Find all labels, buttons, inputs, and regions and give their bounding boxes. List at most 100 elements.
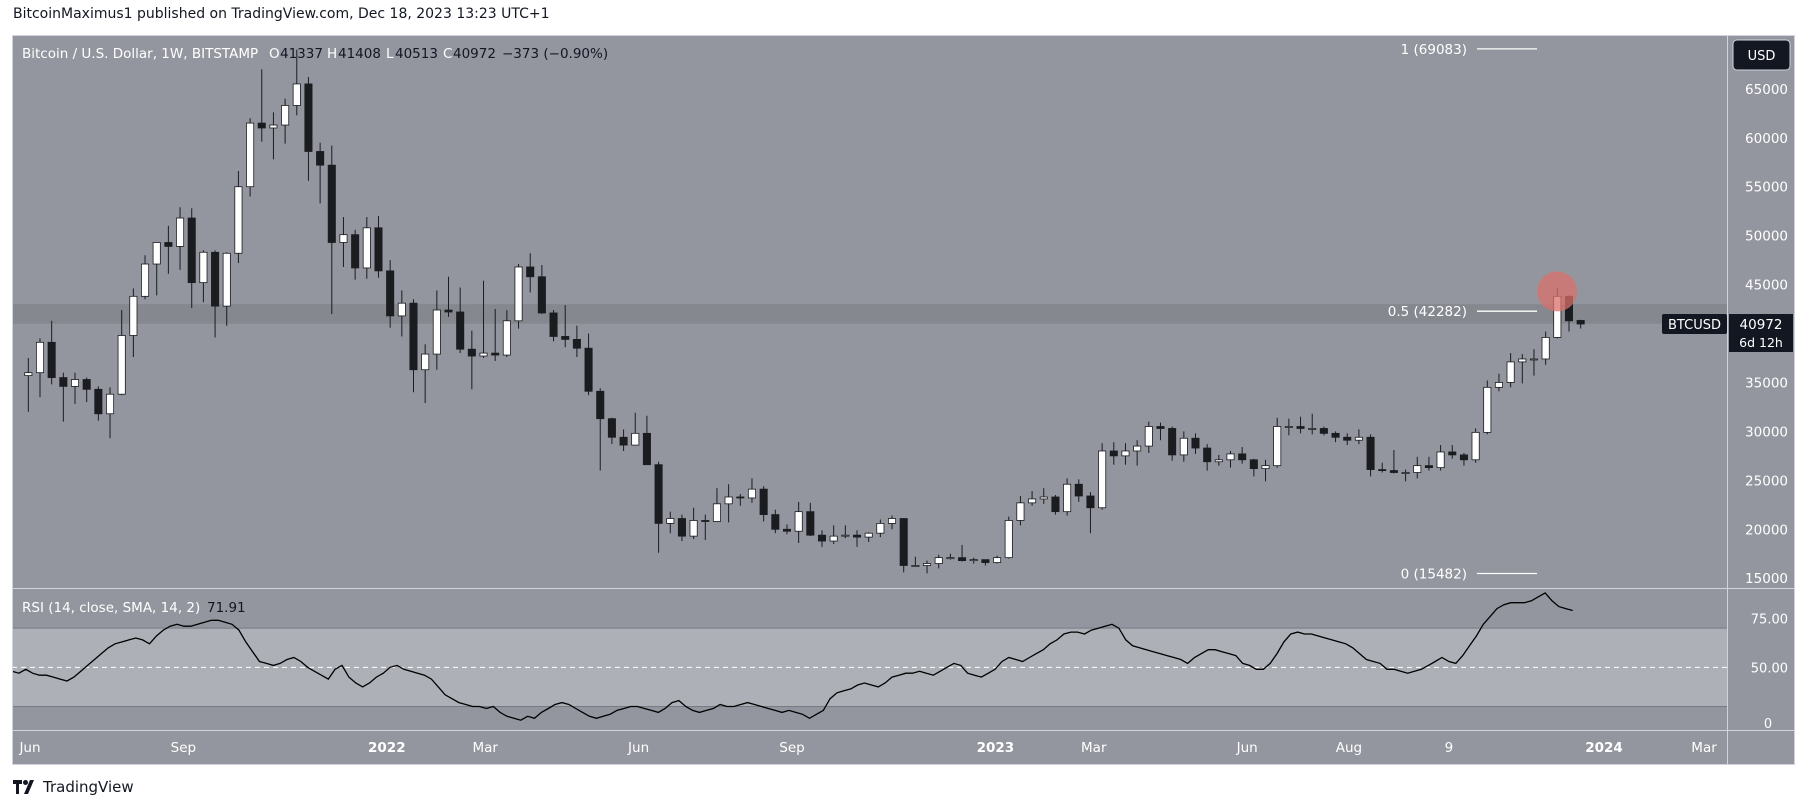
candle: [1249, 458, 1258, 477]
candle: [829, 525, 838, 544]
candle: [1226, 450, 1235, 468]
candles: [24, 49, 1585, 574]
candle: [946, 553, 955, 560]
candle: [852, 530, 862, 547]
candle: [257, 69, 266, 142]
brand-label: TradingView: [43, 778, 134, 796]
candle: [1343, 433, 1352, 446]
candle: [1098, 443, 1107, 510]
x-axis-label: Jun: [627, 740, 649, 756]
currency-button[interactable]: USD: [1732, 39, 1791, 71]
candle: [47, 320, 56, 385]
candle: [1494, 373, 1503, 392]
candle: [59, 372, 68, 422]
candle: [456, 287, 465, 354]
candle: [689, 507, 698, 540]
price-tag-value: 40972: [1740, 317, 1783, 333]
candle: [1459, 452, 1468, 466]
resistance-zone: [12, 304, 1727, 324]
candle: [782, 524, 792, 535]
x-axis-label: Mar: [472, 740, 498, 756]
price-scale[interactable]: [1727, 35, 1795, 765]
candle: [1284, 418, 1293, 436]
candle: [1004, 516, 1013, 559]
candle: [1296, 416, 1305, 434]
candle: [1074, 479, 1083, 502]
candle: [1436, 445, 1445, 471]
legend-low-value: 40513: [395, 46, 438, 62]
candle: [993, 555, 1002, 564]
candle: [934, 554, 943, 569]
candle: [572, 325, 581, 358]
candle: [222, 252, 231, 326]
candle: [1133, 440, 1142, 466]
candle: [1529, 349, 1538, 376]
candle: [187, 208, 196, 309]
candle: [1319, 426, 1328, 436]
y-axis-label: 35000: [1745, 375, 1788, 391]
candle: [94, 386, 103, 421]
rsi-axis-label: 75.00: [1751, 612, 1788, 627]
candle: [234, 171, 243, 264]
rsi-legend-value: 71.91: [207, 600, 246, 616]
candle: [584, 333, 593, 396]
candle: [864, 532, 873, 542]
y-axis-label: 15000: [1745, 571, 1788, 587]
x-axis-label: 9: [1445, 740, 1454, 756]
candle: [292, 49, 301, 116]
candle: [1401, 469, 1410, 482]
y-axis-label: 65000: [1745, 82, 1788, 98]
x-axis-label: Sep: [171, 740, 196, 756]
x-axis-label: Mar: [1691, 740, 1717, 756]
rsi-axis-label: 50.00: [1751, 661, 1788, 676]
candle: [1203, 444, 1212, 471]
candle: [386, 260, 395, 328]
candle: [724, 484, 733, 523]
candle: [561, 305, 570, 348]
candle: [747, 478, 756, 503]
candle: [117, 310, 126, 396]
time-axis[interactable]: [12, 731, 1727, 765]
candle: [1016, 495, 1025, 526]
legend-close-label: C: [443, 46, 452, 62]
fib-label: 0.5 (42282): [1388, 304, 1467, 320]
candle: [1448, 445, 1457, 459]
chart-frame: [12, 35, 1795, 765]
candle: [619, 429, 628, 451]
x-axis-label: Mar: [1081, 740, 1107, 756]
legend-ohlc: O 41337 H 41408 L 40513 C 40972 −373 (−0…: [269, 46, 608, 62]
symbol-tag: BTCUSD: [1662, 314, 1727, 335]
candle: [24, 357, 33, 412]
candle: [876, 519, 885, 538]
candle: [1518, 354, 1527, 384]
candle: [1156, 422, 1165, 441]
candle: [631, 412, 640, 446]
tradingview-brand[interactable]: TradingView: [13, 778, 134, 796]
legend-high-label: H: [327, 46, 337, 62]
candle: [1168, 426, 1177, 461]
fib-label: 0 (15482): [1401, 566, 1467, 582]
fib-label: 1 (69083): [1401, 42, 1467, 58]
candle: [712, 488, 721, 522]
candle: [199, 250, 208, 303]
fib-levels: 1 (69083) 0.5 (42282) 0 (15482): [1388, 42, 1537, 582]
candle: [1261, 459, 1270, 482]
candle: [514, 264, 523, 329]
y-axis-label: 20000: [1745, 522, 1788, 538]
candle: [421, 344, 430, 404]
symbol-tag-label: BTCUSD: [1668, 318, 1721, 333]
candle: [1483, 380, 1492, 435]
candle: [969, 557, 978, 564]
candle: [1028, 491, 1037, 506]
candle: [1121, 443, 1130, 465]
candle: [432, 290, 441, 370]
candle: [1039, 488, 1048, 504]
candle: [467, 330, 476, 390]
candle: [409, 299, 418, 393]
candle: [1378, 462, 1387, 473]
candle: [888, 515, 897, 530]
y-axis-label: 50000: [1745, 229, 1788, 245]
highlight-circle: [1537, 271, 1578, 312]
x-axis-label: Jun: [1236, 740, 1258, 756]
